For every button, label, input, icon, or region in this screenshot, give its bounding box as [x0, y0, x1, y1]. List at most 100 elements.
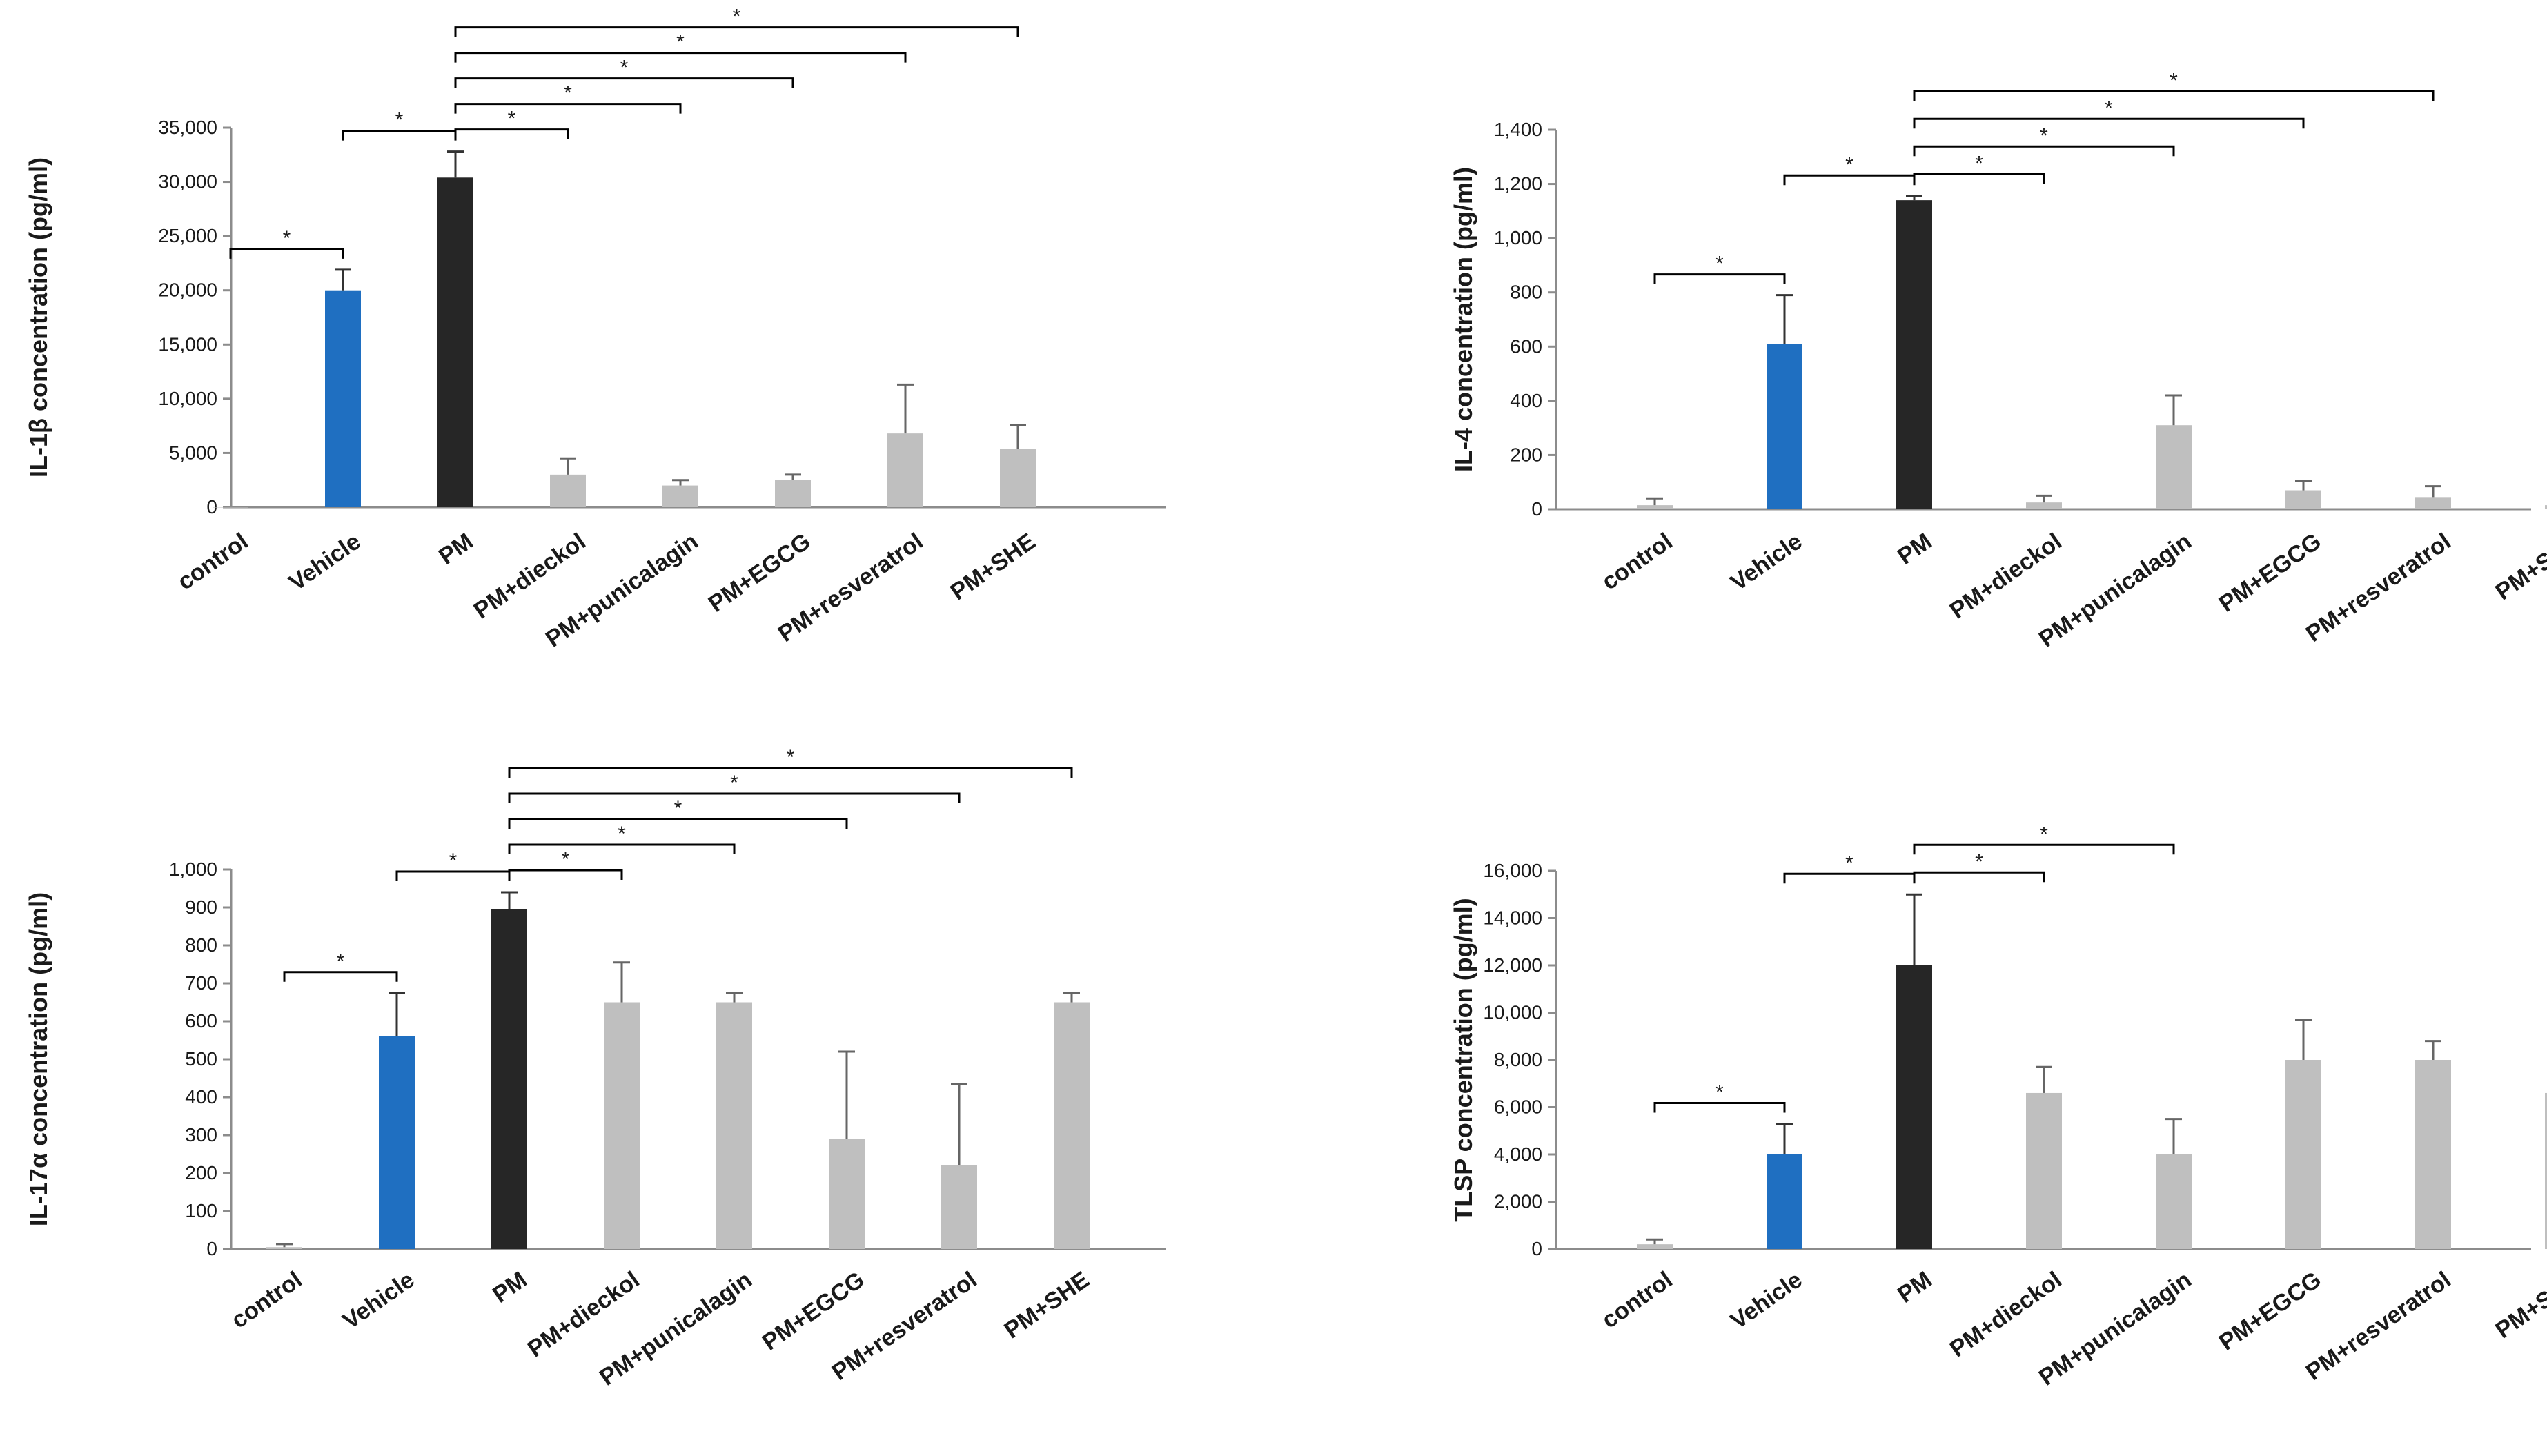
bar-pm-egcg [829, 1139, 865, 1249]
significance-bracket [1913, 117, 2305, 129]
x-tick-label: PM+EGCG [704, 528, 816, 617]
significance-star: * [674, 797, 682, 820]
bar-pm-resveratrol [941, 1165, 977, 1249]
significance-bracket [508, 792, 961, 803]
y-tick-label: 400 [1510, 390, 1542, 411]
chart-panel-2: 0 200 400 600 800 1,000 1,200 1,400 IL-4 concent… [1449, 69, 2547, 653]
significance-star: * [395, 109, 404, 132]
x-tick-label: PM+SHE [945, 528, 1040, 605]
y-tick-label: 0 [206, 496, 217, 518]
bar-control [1637, 505, 1673, 509]
x-tick-label: Vehicle [1726, 1266, 1807, 1334]
significance-bracket [1913, 145, 2175, 157]
x-tick-label: PM+resveratrol [2301, 528, 2456, 647]
y-tick-label: 400 [185, 1086, 217, 1108]
x-tick-label: PM+EGCG [758, 1266, 869, 1355]
significance-star: * [2040, 124, 2048, 147]
x-tick-label: Vehicle [284, 528, 366, 596]
y-tick-label: 4,000 [1494, 1143, 1542, 1165]
significance-bracket [454, 103, 682, 114]
significance-star: * [620, 57, 629, 79]
significance-star: * [2170, 69, 2178, 92]
significance-star: * [733, 6, 741, 28]
bar-pm [437, 177, 473, 507]
significance-bracket [1913, 843, 2175, 855]
y-tick-label: 25,000 [158, 225, 217, 246]
y-tick-label: 1,000 [169, 858, 217, 880]
significance-star: * [283, 227, 291, 250]
bar-vehicle [379, 1036, 415, 1249]
chart-panel-3: 0 100 200 300 400 500 600 700 800 900 1,000 IL-17α … [24, 746, 1166, 1391]
y-tick-label: 200 [1510, 444, 1542, 465]
y-tick-label: 1,000 [1494, 227, 1542, 248]
y-tick-label: 15,000 [158, 333, 217, 355]
bar-pm-resveratrol [2415, 1060, 2451, 1249]
y-tick-label: 200 [185, 1162, 217, 1183]
significance-bracket [1783, 174, 1916, 186]
bar-pm-dieckol [2026, 502, 2062, 509]
y-axis-label: TLSP concentration (pg/ml) [1449, 898, 1477, 1221]
x-tick-label: PM+SHE [2490, 528, 2547, 605]
significance-star: * [337, 950, 345, 973]
significance-star: * [564, 82, 572, 105]
significance-bracket [229, 248, 344, 259]
significance-star: * [1845, 153, 1853, 176]
x-tick-label: PM+SHE [2490, 1266, 2547, 1344]
y-tick-label: 16,000 [1483, 860, 1542, 881]
y-tick-label: 20,000 [158, 279, 217, 301]
y-tick-label: 700 [185, 972, 217, 994]
y-tick-label: 800 [185, 934, 217, 956]
significance-bracket [1913, 871, 2045, 883]
bar-vehicle [1767, 344, 1802, 509]
y-tick-label: 100 [185, 1200, 217, 1221]
significance-bracket [1653, 273, 1786, 284]
bar-pm-she [2545, 1092, 2547, 1249]
x-tick-label: PM+SHE [999, 1266, 1094, 1344]
significance-bracket [395, 870, 511, 881]
bar-vehicle [1767, 1154, 1802, 1249]
y-tick-label: 300 [185, 1124, 217, 1145]
significance-star: * [508, 108, 516, 130]
bar-vehicle [325, 290, 361, 507]
bar-pm-punicalagin [662, 485, 698, 507]
bar-pm-egcg [2285, 490, 2321, 509]
y-tick-label: 30,000 [158, 171, 217, 193]
significance-star: * [2040, 823, 2048, 845]
x-tick-label: PM [1893, 1266, 1937, 1308]
bar-pm [1896, 200, 1932, 509]
significance-bracket [342, 130, 457, 141]
x-tick-label: control [1597, 1266, 1677, 1333]
bar-pm-egcg [2285, 1060, 2321, 1249]
y-tick-label: 10,000 [1483, 1002, 1542, 1023]
significance-bracket [454, 128, 569, 139]
bar-control [1637, 1244, 1673, 1249]
y-axis-label: IL-1β concentration (pg/ml) [24, 157, 52, 478]
significance-bracket [508, 818, 848, 829]
significance-bracket [508, 869, 623, 880]
bar-control [213, 507, 248, 508]
significance-star: * [562, 848, 570, 871]
x-tick-label: control [173, 528, 253, 595]
y-tick-label: 12,000 [1483, 954, 1542, 976]
y-tick-label: 500 [185, 1048, 217, 1070]
significance-bracket [454, 52, 907, 63]
significance-star: * [1715, 253, 1724, 275]
x-tick-label: PM+dieckol [1945, 1266, 2067, 1362]
x-tick-label: Vehicle [338, 1266, 420, 1334]
x-tick-label: Vehicle [1726, 528, 1807, 596]
chart-panel-4: 0 2,000 4,000 6,000 8,000 10,000 12,000 14,000 1… [1449, 823, 2547, 1391]
significance-star: * [618, 823, 626, 845]
bar-pm [1896, 965, 1932, 1249]
y-tick-label: 2,000 [1494, 1191, 1542, 1212]
bar-pm-punicalagin [2156, 425, 2192, 509]
x-tick-label: PM [1893, 528, 1937, 569]
chart-panel-1: 0 5,000 10,000 15,000 20,000 25,000 30,000 35,0… [24, 6, 1166, 653]
bar-pm-she [1000, 449, 1036, 507]
x-tick-label: control [1597, 528, 1677, 595]
x-tick-label: PM [434, 528, 478, 569]
bar-pm-she [2545, 505, 2547, 509]
bar-pm-punicalagin [716, 1002, 752, 1249]
y-tick-label: 10,000 [158, 388, 217, 409]
significance-star: * [676, 31, 685, 54]
